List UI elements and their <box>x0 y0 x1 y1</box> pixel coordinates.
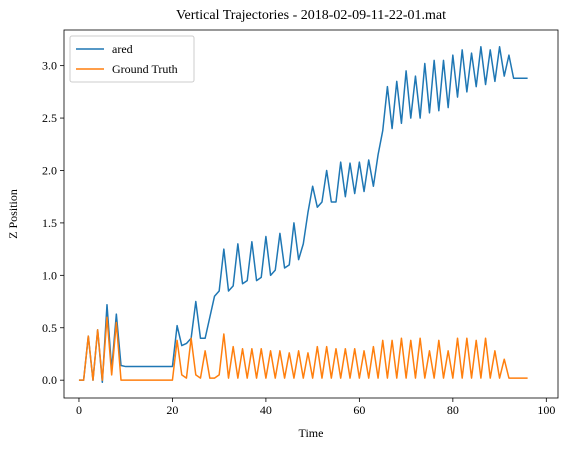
legend-label: Ground Truth <box>112 62 178 76</box>
x-tick-label: 0 <box>76 403 82 417</box>
y-axis-label: Z Position <box>6 189 20 239</box>
y-tick-label: 1.5 <box>42 216 57 230</box>
y-tick-label: 1.0 <box>42 268 57 282</box>
x-tick-label: 40 <box>260 403 272 417</box>
legend-box <box>69 35 195 83</box>
plot-frame <box>63 29 559 399</box>
y-tick-label: 2.0 <box>42 163 57 177</box>
x-tick-label: 20 <box>166 403 178 417</box>
series-line <box>78 46 528 384</box>
x-tick-label: 100 <box>537 403 555 417</box>
chart-title: Vertical Trajectories - 2018-02-09-11-22… <box>176 8 446 23</box>
x-tick-label: 80 <box>447 403 459 417</box>
x-axis-label: Time <box>299 426 324 440</box>
y-tick-label: 0.5 <box>42 321 57 335</box>
series-line <box>78 316 528 381</box>
legend-label: ared <box>112 42 133 56</box>
x-tick-label: 60 <box>353 403 365 417</box>
y-tick-label: 2.5 <box>42 111 57 125</box>
y-tick-label: 0.0 <box>42 373 57 387</box>
y-tick-label: 3.0 <box>42 59 57 73</box>
